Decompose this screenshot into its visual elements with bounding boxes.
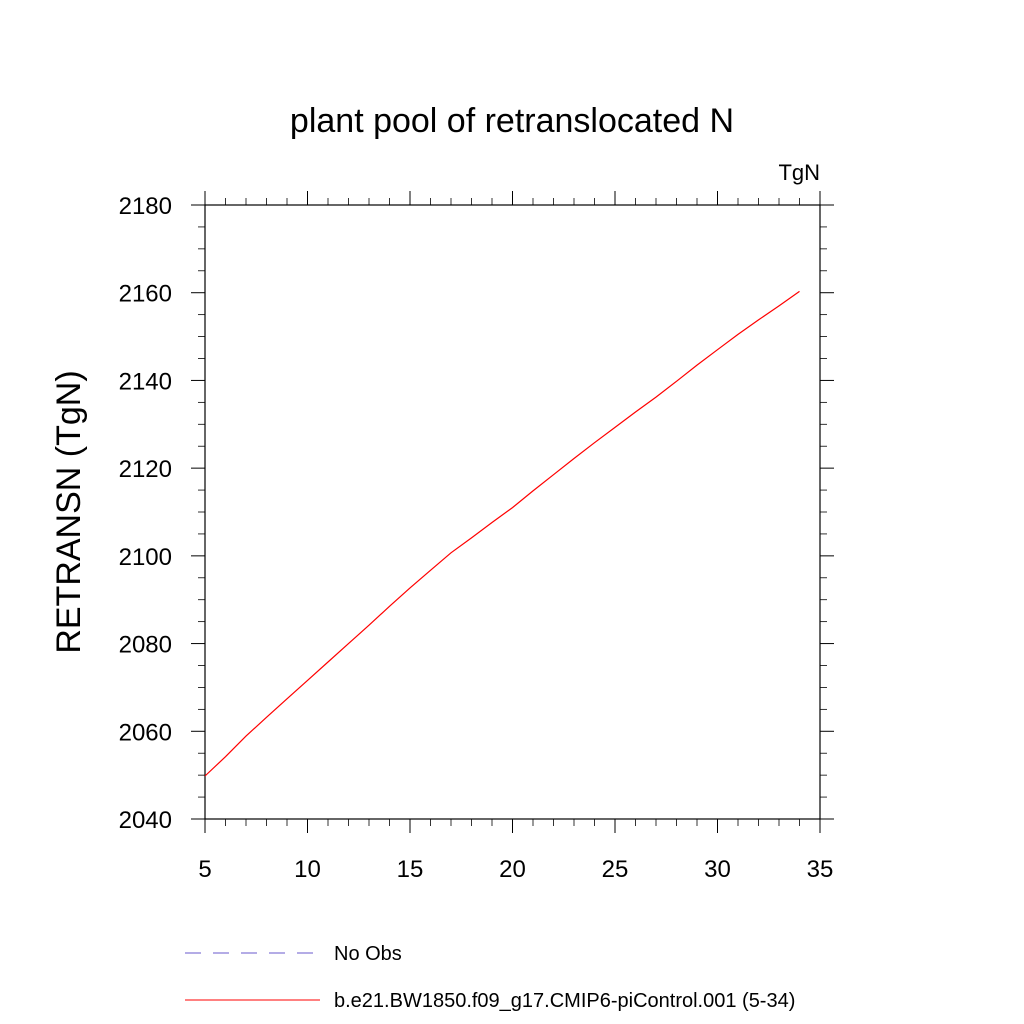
y-tick-label: 2080 [119,632,172,659]
x-tick-label: 35 [807,856,834,883]
x-tick-label: 25 [602,856,629,883]
legend-label-0: No Obs [334,943,402,965]
x-tick-label: 5 [198,856,211,883]
y-tick-label: 2040 [119,807,172,834]
series-line-1 [204,290,800,777]
plot-frame [204,204,821,820]
y-tick-label: 2140 [119,368,172,395]
y-tick-label: 2120 [119,456,172,483]
units-label: TgN [778,160,820,185]
x-tick-label: 30 [704,856,731,883]
y-tick-label: 2100 [119,544,172,571]
plot-area: 5 10 15 20 25 30 35 2040 2060 2080 2100 2120 2140 216… [119,191,834,883]
y-tick-label: 2060 [119,719,172,746]
chart-title: plant pool of retranslocated N [290,102,734,140]
y-tick-label: 2160 [119,281,172,308]
legend-label-1: b.e21.BW1850.f09_g17.CMIP6-piControl.001… [334,990,795,1012]
x-tick-label: 20 [499,856,526,883]
y-tick-label: 2180 [119,193,172,220]
y-axis-label: RETRANSN (TgN) [50,370,88,653]
x-tick-label: 10 [294,856,321,883]
x-tick-label: 15 [397,856,424,883]
legend: No Obs b.e21.BW1850.f09_g17.CMIP6-piContr… [185,943,795,1012]
